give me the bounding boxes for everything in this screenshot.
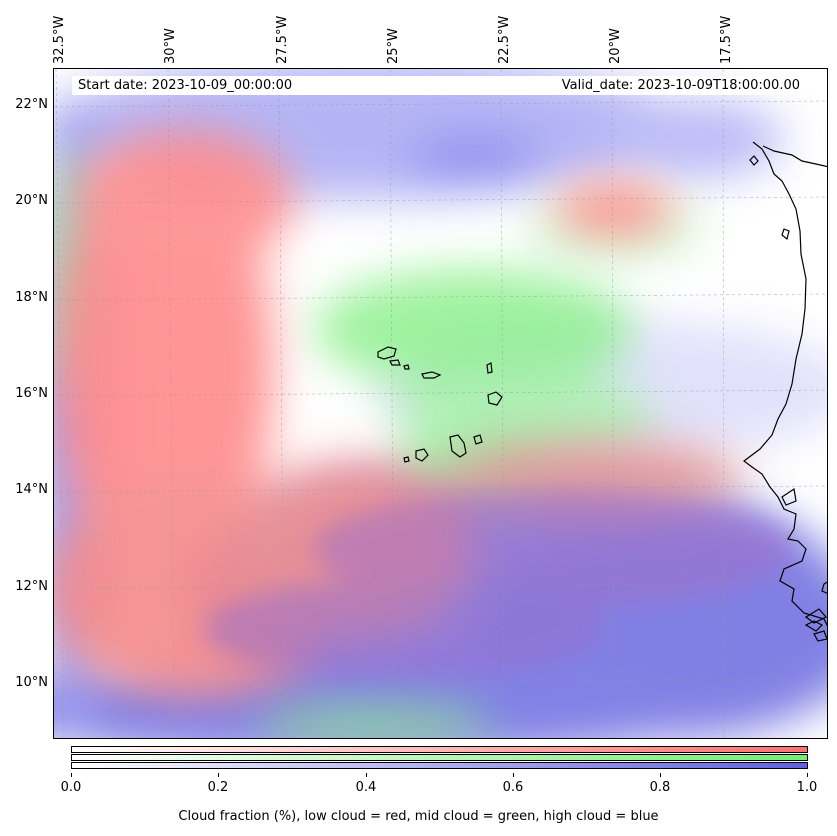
cape-verde-islands [377, 346, 503, 463]
cbar-label-4: 0.8 [649, 780, 671, 795]
map-frame[interactable] [53, 68, 828, 739]
sw-islands [821, 581, 827, 594]
island-maio [473, 434, 483, 445]
cloud-map[interactable] [54, 69, 828, 739]
start-date: Start date: 2023-10-09_00:00:00 [78, 78, 293, 93]
coast-islet-1 [781, 228, 790, 241]
cbar-label-1: 0.2 [207, 780, 229, 795]
lat-label-10n: 10°N [15, 675, 48, 690]
africa-coastline-inland [762, 145, 827, 168]
colorbar-high-blue [71, 762, 808, 769]
coast-inlet-1 [781, 487, 797, 506]
lon-label-32-5w: 32.5°W [52, 15, 67, 64]
cbar-label-3: 0.6 [502, 780, 524, 795]
island-boa-vista [487, 391, 503, 406]
island-brava [403, 456, 410, 463]
lat-label-20n: 20°N [15, 193, 48, 208]
cbar-label-5: 1.0 [796, 780, 818, 795]
colorbar-low-red [71, 746, 808, 753]
cbar-tick-2 [366, 773, 367, 777]
lon-label-17-5w: 17.5°W [719, 15, 734, 64]
valid-date: Valid_date: 2023-10-09T18:00:00.00 [561, 78, 800, 93]
island-sal [486, 362, 493, 374]
cbar-tick-0 [71, 773, 72, 777]
island-santiago [449, 434, 467, 458]
lon-label-20w: 20°W [608, 28, 623, 64]
island-santo-antao [377, 346, 397, 360]
cbar-tick-5 [807, 773, 808, 777]
island-sao-nicolau [421, 371, 442, 379]
cbar-tick-3 [513, 773, 514, 777]
island-santa-luzia [403, 364, 410, 370]
north-islet [749, 155, 759, 166]
colorbar-mid-green [71, 754, 808, 761]
lon-label-27-5w: 27.5°W [275, 15, 290, 64]
lat-label-14n: 14°N [15, 482, 48, 497]
lon-label-30w: 30°W [163, 28, 178, 64]
island-sao-vicente [389, 359, 401, 366]
cbar-label-2: 0.4 [355, 780, 377, 795]
lat-label-16n: 16°N [15, 386, 48, 401]
lon-label-22-5w: 22.5°W [497, 15, 512, 64]
date-info-bar: Start date: 2023-10-09_00:00:00 Valid_da… [72, 76, 806, 95]
coast-inlet-2 [804, 608, 827, 624]
cbar-label-0: 0.0 [60, 780, 82, 795]
gridlines [54, 69, 827, 738]
lon-label-25w: 25°W [386, 28, 401, 64]
lat-label-18n: 18°N [15, 290, 48, 305]
cbar-tick-1 [218, 773, 219, 777]
lat-label-22n: 22°N [15, 97, 48, 112]
africa-coastline [743, 141, 827, 627]
cbar-tick-4 [660, 773, 661, 777]
mixed-cloud-layer [204, 489, 794, 679]
colorbar-title: Cloud fraction (%), low cloud = red, mid… [178, 809, 659, 824]
coastline-layer [743, 141, 827, 642]
island-fogo [415, 448, 429, 462]
lat-label-12n: 12°N [15, 579, 48, 594]
coast-islands-south [804, 620, 827, 642]
